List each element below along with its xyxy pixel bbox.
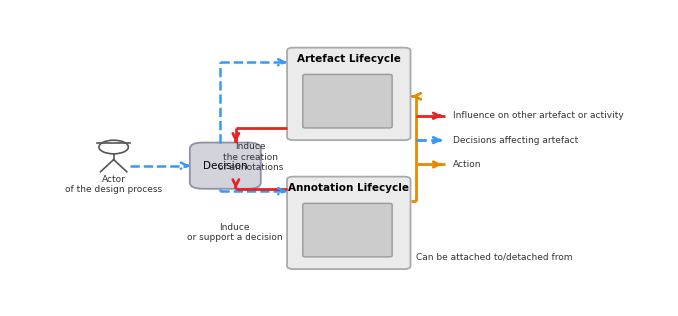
- Text: Action: Action: [453, 160, 481, 169]
- Text: Can be attached to/detached from: Can be attached to/detached from: [416, 253, 572, 262]
- FancyBboxPatch shape: [287, 177, 411, 269]
- Text: Influence on other artefact or activity: Influence on other artefact or activity: [453, 111, 623, 120]
- Text: Decision: Decision: [203, 161, 247, 171]
- Text: Actor: Actor: [102, 175, 125, 185]
- FancyBboxPatch shape: [190, 143, 261, 189]
- FancyBboxPatch shape: [287, 48, 411, 140]
- Text: Induce
or support a decision: Induce or support a decision: [186, 223, 282, 242]
- FancyBboxPatch shape: [303, 204, 392, 257]
- Text: of the design process: of the design process: [65, 185, 162, 194]
- Text: Annotation Lifecycle: Annotation Lifecycle: [288, 183, 410, 193]
- FancyBboxPatch shape: [303, 75, 392, 128]
- Text: Decisions affecting artefact: Decisions affecting artefact: [453, 136, 578, 145]
- Text: Artefact Lifecycle: Artefact Lifecycle: [297, 54, 401, 64]
- Text: Induce
the creation
of annotations: Induce the creation of annotations: [218, 142, 283, 172]
